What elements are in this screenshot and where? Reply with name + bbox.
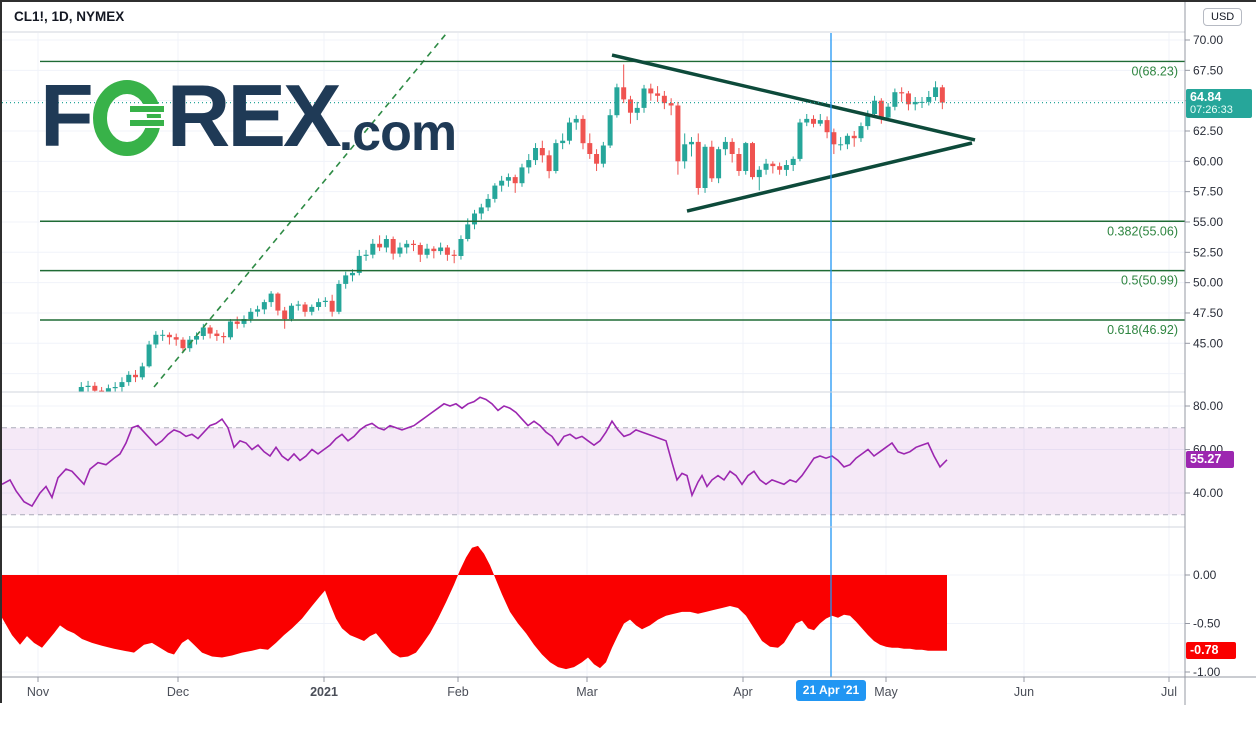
watermark-letters-rex: REX xyxy=(166,66,342,165)
chart-area[interactable]: 0(68.23) 0.382(55.06) 0.5(50.99) 0.618(46.9… xyxy=(0,0,1256,705)
svg-text:47.50: 47.50 xyxy=(1193,306,1223,320)
last-price-label: 64.84 07:26:33 xyxy=(1186,89,1252,119)
svg-text:0.618(46.92): 0.618(46.92) xyxy=(1107,323,1178,337)
currency-button[interactable]: USD xyxy=(1203,8,1243,26)
svg-text:Apr: Apr xyxy=(733,685,752,699)
svg-text:May: May xyxy=(874,685,898,699)
svg-text:40.00: 40.00 xyxy=(1193,486,1223,500)
svg-text:-1.00: -1.00 xyxy=(1193,665,1221,679)
svg-text:60.00: 60.00 xyxy=(1193,154,1223,168)
svg-text:0(68.23): 0(68.23) xyxy=(1131,64,1178,78)
last-price-value: 64.84 xyxy=(1190,90,1222,105)
symbol-title[interactable]: CL1!, 1D, NYMEX xyxy=(14,9,125,24)
svg-text:0.382(55.06): 0.382(55.06) xyxy=(1107,224,1178,238)
svg-text:45.00: 45.00 xyxy=(1193,336,1223,350)
rsi-value-label: 55.27 xyxy=(1186,451,1234,469)
svg-text:-0.50: -0.50 xyxy=(1193,617,1221,631)
svg-text:0.00: 0.00 xyxy=(1193,568,1217,582)
svg-text:Dec: Dec xyxy=(167,685,189,699)
svg-text:55.00: 55.00 xyxy=(1193,215,1223,229)
svg-text:50.00: 50.00 xyxy=(1193,276,1223,290)
chart-canvas[interactable]: 0(68.23) 0.382(55.06) 0.5(50.99) 0.618(46.9… xyxy=(2,2,1256,705)
last-price-countdown: 07:26:33 xyxy=(1190,104,1233,117)
svg-text:57.50: 57.50 xyxy=(1193,185,1223,199)
svg-text:0.5(50.99): 0.5(50.99) xyxy=(1121,274,1178,288)
histogram-value-label: -0.78 xyxy=(1186,642,1236,660)
selected-date-label: 21 Apr '21 xyxy=(796,680,866,701)
svg-text:Jul: Jul xyxy=(1161,685,1177,699)
svg-text:Nov: Nov xyxy=(27,685,50,699)
watermark-letter-f: F xyxy=(40,66,94,165)
svg-text:Feb: Feb xyxy=(447,685,469,699)
svg-text:52.50: 52.50 xyxy=(1193,245,1223,259)
watermark-dotcom: .com xyxy=(338,104,457,162)
forex-com-watermark-logo: F REX .com xyxy=(40,66,457,165)
svg-text:67.50: 67.50 xyxy=(1193,63,1223,77)
svg-text:80.00: 80.00 xyxy=(1193,399,1223,413)
svg-text:62.50: 62.50 xyxy=(1193,124,1223,138)
watermark-o-icon xyxy=(91,74,167,160)
svg-text:2021: 2021 xyxy=(310,685,338,699)
svg-text:70.00: 70.00 xyxy=(1193,33,1223,47)
svg-text:Mar: Mar xyxy=(576,685,598,699)
svg-text:Jun: Jun xyxy=(1014,685,1034,699)
